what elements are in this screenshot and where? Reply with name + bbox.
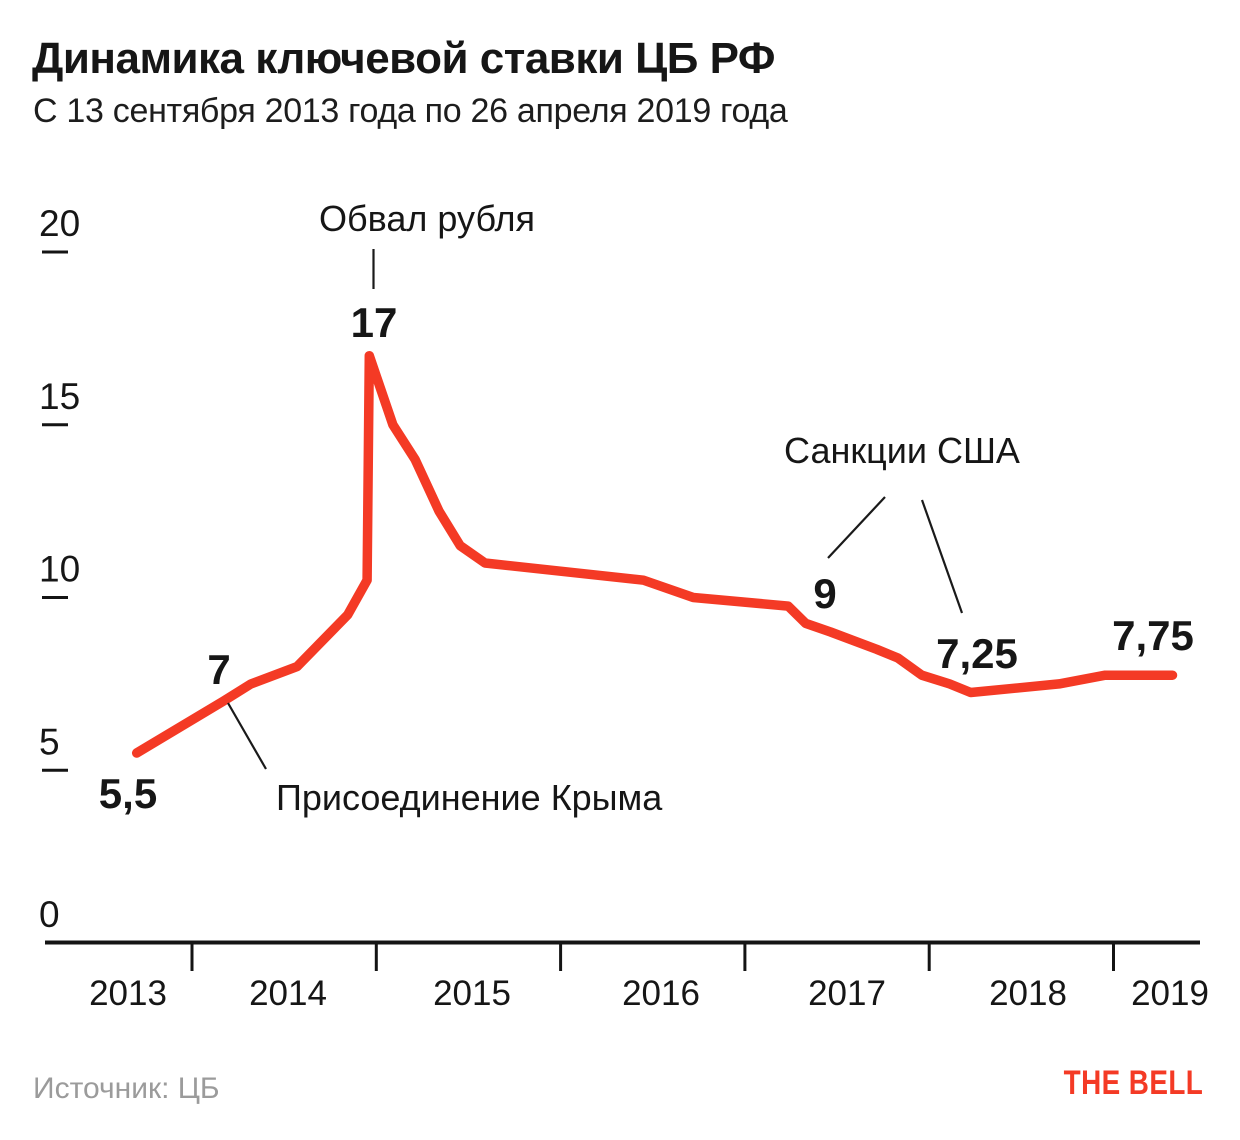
x-year-label-2019: 2019: [1131, 974, 1209, 1013]
y-tick-label-5: 5: [39, 721, 60, 762]
value-label-start: 5,5: [99, 770, 157, 817]
brand-logo: THE BELL: [1063, 1064, 1203, 1102]
value-label-7-25: 7,25: [936, 630, 1018, 677]
us-sanctions-connector-line-right: [920, 499, 964, 614]
page-title: Динамика ключевой ставки ЦБ РФ: [32, 34, 775, 83]
page-subtitle: С 13 сентября 2013 года по 26 апреля 201…: [33, 92, 788, 130]
y-tick-label-15: 15: [39, 376, 80, 417]
value-label-crimea: 7: [207, 646, 230, 693]
ruble-collapse-annotation-text: Обвал рубля: [319, 198, 535, 239]
x-year-label-2017: 2017: [808, 974, 886, 1013]
x-year-label-2013: 2013: [89, 974, 167, 1013]
crimea-connector-line: [227, 702, 267, 770]
y-tick-label-20: 20: [39, 203, 80, 244]
y-tick-label-0: 0: [39, 894, 60, 935]
value-label-peak: 17: [351, 299, 398, 346]
source-label: Источник: ЦБ: [33, 1072, 220, 1105]
x-year-label-2014: 2014: [249, 974, 327, 1013]
value-label-end: 7,75: [1112, 612, 1194, 659]
us-sanctions-annotation-text: Санкции США: [784, 430, 1020, 471]
x-year-label-2015: 2015: [433, 974, 511, 1013]
y-tick-label-10: 10: [39, 549, 80, 590]
key-rate-line: [131, 350, 1178, 758]
x-year-label-2016: 2016: [622, 974, 700, 1013]
crimea-annotation-text: Присоединение Крыма: [276, 777, 663, 818]
x-year-label-2018: 2018: [989, 974, 1067, 1013]
value-label-9: 9: [813, 570, 836, 617]
us-sanctions-connector-line-left: [827, 496, 886, 559]
